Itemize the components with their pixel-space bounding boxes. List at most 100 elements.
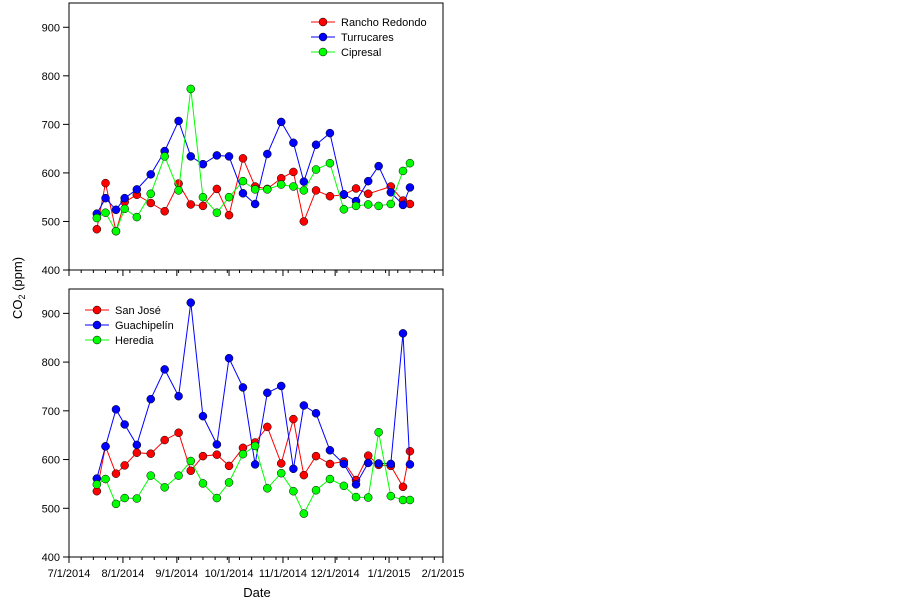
data-point — [101, 474, 110, 484]
data-point — [374, 161, 383, 171]
legend-label: Heredia — [115, 335, 154, 347]
data-point — [374, 459, 383, 468]
data-point — [325, 128, 335, 138]
data-point — [224, 210, 234, 220]
top-panel: 400 500 600 700 800 900 Rancho Redondo Turrucar… — [42, 2, 444, 277]
data-point — [186, 152, 196, 161]
data-point — [289, 464, 298, 474]
data-point — [174, 186, 183, 195]
data-point — [212, 184, 222, 194]
data-point — [132, 185, 142, 194]
legend-swatch-marker — [318, 17, 328, 27]
data-point — [146, 449, 156, 458]
data-point — [111, 499, 121, 509]
data-point — [174, 391, 183, 401]
data-point — [405, 199, 415, 209]
data-point — [339, 459, 349, 469]
data-point — [363, 451, 373, 460]
data-point — [374, 201, 383, 211]
plot-frame — [68, 288, 444, 558]
data-point — [386, 491, 396, 501]
data-point — [398, 166, 408, 176]
data-point — [146, 394, 156, 404]
legend-label: San José — [115, 305, 161, 317]
y-tick-label: 800 — [42, 71, 60, 83]
data-point — [289, 167, 298, 177]
data-point — [250, 460, 260, 469]
data-point — [160, 435, 169, 445]
data-point — [186, 456, 196, 466]
data-point — [339, 205, 349, 214]
data-point — [92, 213, 102, 223]
data-point — [186, 200, 196, 209]
data-point — [363, 176, 373, 186]
data-point — [224, 353, 234, 363]
data-point — [299, 186, 309, 195]
data-point — [132, 494, 142, 503]
data-point — [160, 483, 169, 492]
x-tick-label: 9/1/2014 — [155, 568, 198, 580]
data-point — [325, 158, 335, 168]
legend-swatch-marker — [92, 335, 102, 345]
data-point — [276, 381, 286, 391]
data-point — [186, 466, 196, 476]
data-point — [339, 481, 349, 491]
data-point — [238, 189, 248, 198]
data-point — [405, 447, 415, 456]
x-tick-label: 8/1/2014 — [102, 568, 145, 580]
y-tick-label: 600 — [42, 168, 60, 180]
data-point — [146, 471, 156, 480]
data-point — [212, 208, 222, 217]
data-point — [339, 190, 349, 199]
legend-label: Turrucares — [341, 32, 394, 44]
data-point — [146, 170, 156, 179]
data-point — [398, 482, 408, 492]
data-point — [174, 428, 183, 437]
y-tick-label: 400 — [42, 552, 60, 564]
legend-label: Guachipelín — [115, 320, 174, 332]
data-point — [174, 116, 183, 126]
bottom-panel: 400 500 600 700 800 900 7/1/2014 8/1/2014 9/1/20… — [42, 288, 465, 580]
data-point — [263, 388, 272, 398]
x-axis-title: Date — [243, 585, 270, 600]
data-point — [212, 151, 222, 160]
data-point — [111, 205, 121, 215]
data-point — [289, 414, 298, 424]
data-point — [363, 189, 373, 199]
data-point — [174, 471, 183, 480]
y-tick-label: 800 — [42, 357, 60, 369]
data-point — [289, 138, 298, 148]
data-point — [198, 201, 208, 211]
y-tick-label: 700 — [42, 119, 60, 131]
data-point — [146, 198, 156, 208]
data-point — [186, 84, 196, 94]
x-tick-label: 2/1/2015 — [422, 568, 465, 580]
data-point — [263, 484, 272, 493]
data-point — [224, 192, 234, 202]
series-line-turrucares — [96, 119, 411, 214]
data-point — [386, 199, 396, 209]
data-point — [101, 178, 110, 188]
data-point — [311, 409, 321, 418]
data-point — [238, 176, 248, 186]
data-point — [101, 193, 110, 203]
data-point — [276, 459, 286, 468]
data-point — [276, 468, 286, 478]
data-point — [92, 224, 102, 234]
x-tick-label: 10/1/2014 — [205, 568, 254, 580]
data-point — [311, 485, 321, 495]
data-point — [325, 446, 335, 455]
data-point — [146, 189, 156, 199]
data-point — [351, 201, 361, 211]
data-point — [405, 460, 415, 469]
data-point — [250, 185, 260, 194]
data-point — [299, 177, 309, 186]
data-point — [289, 486, 298, 496]
data-point — [111, 469, 121, 478]
y-tick-label: 900 — [42, 308, 60, 320]
data-point — [276, 117, 286, 127]
data-point — [160, 152, 169, 161]
data-point — [311, 451, 321, 461]
legend-label: Rancho Redondo — [341, 17, 427, 29]
data-point — [198, 192, 208, 202]
